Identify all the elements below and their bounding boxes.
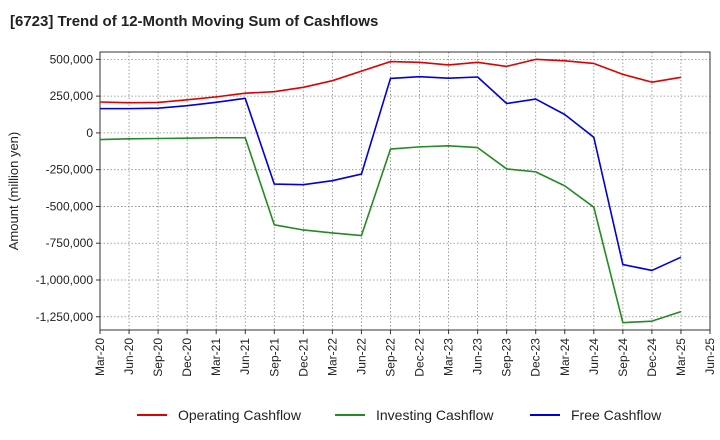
x-tick-label: Jun-22 bbox=[354, 338, 368, 375]
series-line-investing-cashflow bbox=[99, 136, 682, 324]
y-tick-label: 250,000 bbox=[50, 89, 94, 103]
y-tick-label: 0 bbox=[86, 126, 93, 140]
x-tick-label: Sep-20 bbox=[151, 338, 165, 377]
y-tick-label: -500,000 bbox=[46, 199, 94, 213]
y-tick-label: -250,000 bbox=[46, 163, 94, 177]
y-axis-title: Amount (million yen) bbox=[6, 132, 21, 251]
legend-label: Free Cashflow bbox=[571, 407, 662, 423]
series-line-free-cashflow bbox=[100, 75, 682, 272]
x-tick-label: Mar-24 bbox=[558, 338, 572, 376]
x-tick-label: Jun-20 bbox=[122, 338, 136, 375]
x-tick-label: Dec-22 bbox=[413, 338, 427, 377]
x-tick-label: Dec-24 bbox=[645, 338, 659, 377]
x-tick-label: Mar-22 bbox=[325, 338, 339, 376]
series-layer bbox=[99, 58, 682, 324]
legend-label: Investing Cashflow bbox=[376, 407, 494, 423]
y-tick-label: -1,250,000 bbox=[36, 310, 94, 324]
x-axis-ticks: Mar-20 Jun-20 Sep-20 Dec-20 Mar-21 Jun-21 Sep-… bbox=[93, 330, 717, 377]
x-tick-label: Sep-24 bbox=[616, 338, 630, 377]
legend: Operating Cashflow Investing Cashflow Free… bbox=[137, 407, 662, 423]
grid-layer bbox=[99, 52, 711, 330]
x-tick-label: Sep-23 bbox=[500, 338, 514, 377]
x-tick-label: Jun-21 bbox=[238, 338, 252, 375]
x-tick-label: Dec-20 bbox=[180, 338, 194, 377]
x-tick-label: Jun-23 bbox=[471, 338, 485, 375]
x-tick-label: Dec-23 bbox=[529, 338, 543, 377]
series-line-operating-cashflow bbox=[99, 58, 682, 104]
y-axis-ticks: 500,000 250,000 0 -250,000 -500,000 -750,000 -… bbox=[36, 52, 100, 324]
x-tick-label: Jun-24 bbox=[587, 338, 601, 375]
x-tick-label: Sep-21 bbox=[267, 338, 281, 377]
legend-label: Operating Cashflow bbox=[178, 407, 302, 423]
y-tick-label: -1,000,000 bbox=[36, 273, 94, 287]
x-tick-label: Mar-25 bbox=[674, 338, 688, 376]
x-tick-label: Mar-20 bbox=[93, 338, 107, 376]
plot-frame bbox=[99, 51, 711, 331]
y-tick-label: 500,000 bbox=[50, 52, 94, 66]
x-tick-label: Mar-23 bbox=[442, 338, 456, 376]
x-tick-label: Mar-21 bbox=[209, 338, 223, 376]
x-tick-label: Dec-21 bbox=[296, 338, 310, 377]
y-tick-label: -750,000 bbox=[46, 236, 94, 250]
x-tick-label: Jun-25 bbox=[703, 338, 717, 375]
x-tick-label: Sep-22 bbox=[383, 338, 397, 377]
chart-title: [6723] Trend of 12-Month Moving Sum of C… bbox=[10, 13, 379, 30]
